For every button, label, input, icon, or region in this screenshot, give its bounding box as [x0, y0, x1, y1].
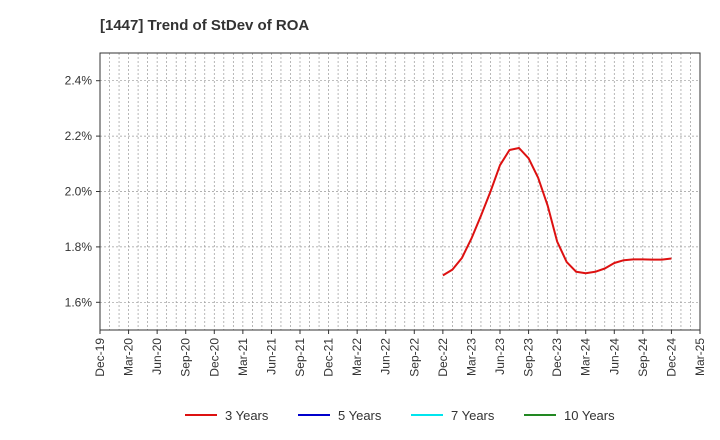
x-tick-label: Sep-20: [179, 338, 193, 377]
x-tick-label: Sep-24: [636, 338, 650, 377]
x-tick-label: Sep-23: [522, 338, 536, 377]
x-tick-label: Dec-21: [322, 338, 336, 377]
y-tick-label: 1.6%: [65, 295, 93, 309]
series-line-3-years: [442, 147, 672, 277]
x-tick-label: Dec-20: [207, 338, 221, 377]
legend-label: 7 Years: [451, 408, 495, 423]
legend-label: 5 Years: [338, 408, 382, 423]
x-axis-ticks: Dec-19 Mar-20 Jun-20 Sep-20 Dec-20 Mar-21 Jun-…: [93, 330, 707, 377]
y-axis-ticks: 1.6% 1.8% 2.0% 2.2% 2.4%: [65, 74, 100, 309]
x-tick-label: Dec-19: [93, 338, 107, 377]
x-tick-label: Mar-22: [350, 338, 364, 376]
x-tick-label: Jun-20: [150, 338, 164, 375]
grid: [100, 53, 700, 330]
x-tick-label: Dec-23: [550, 338, 564, 377]
x-tick-label: Dec-22: [436, 338, 450, 377]
x-tick-label: Mar-20: [122, 338, 136, 376]
x-tick-label: Mar-21: [236, 338, 250, 376]
x-tick-label: Mar-25: [693, 338, 707, 376]
x-tick-label: Mar-23: [464, 338, 478, 376]
x-tick-label: Sep-22: [407, 338, 421, 377]
y-tick-label: 2.4%: [65, 74, 93, 88]
y-tick-label: 2.0%: [65, 185, 93, 199]
chart-title: [1447] Trend of StDev of ROA: [100, 17, 309, 34]
x-tick-label: Jun-22: [379, 338, 393, 375]
x-tick-label: Mar-24: [579, 338, 593, 376]
legend: 3 Years 5 Years 7 Years 10 Years: [185, 408, 615, 423]
x-tick-label: Sep-21: [293, 338, 307, 377]
legend-label: 3 Years: [225, 408, 269, 423]
x-tick-label: Jun-23: [493, 338, 507, 375]
y-tick-label: 2.2%: [65, 129, 93, 143]
x-tick-label: Jun-21: [264, 338, 278, 375]
x-tick-label: Jun-24: [607, 338, 621, 375]
x-tick-label: Dec-24: [664, 338, 678, 377]
series-lines: [442, 147, 672, 277]
y-tick-label: 1.8%: [65, 240, 93, 254]
legend-label: 10 Years: [564, 408, 615, 423]
